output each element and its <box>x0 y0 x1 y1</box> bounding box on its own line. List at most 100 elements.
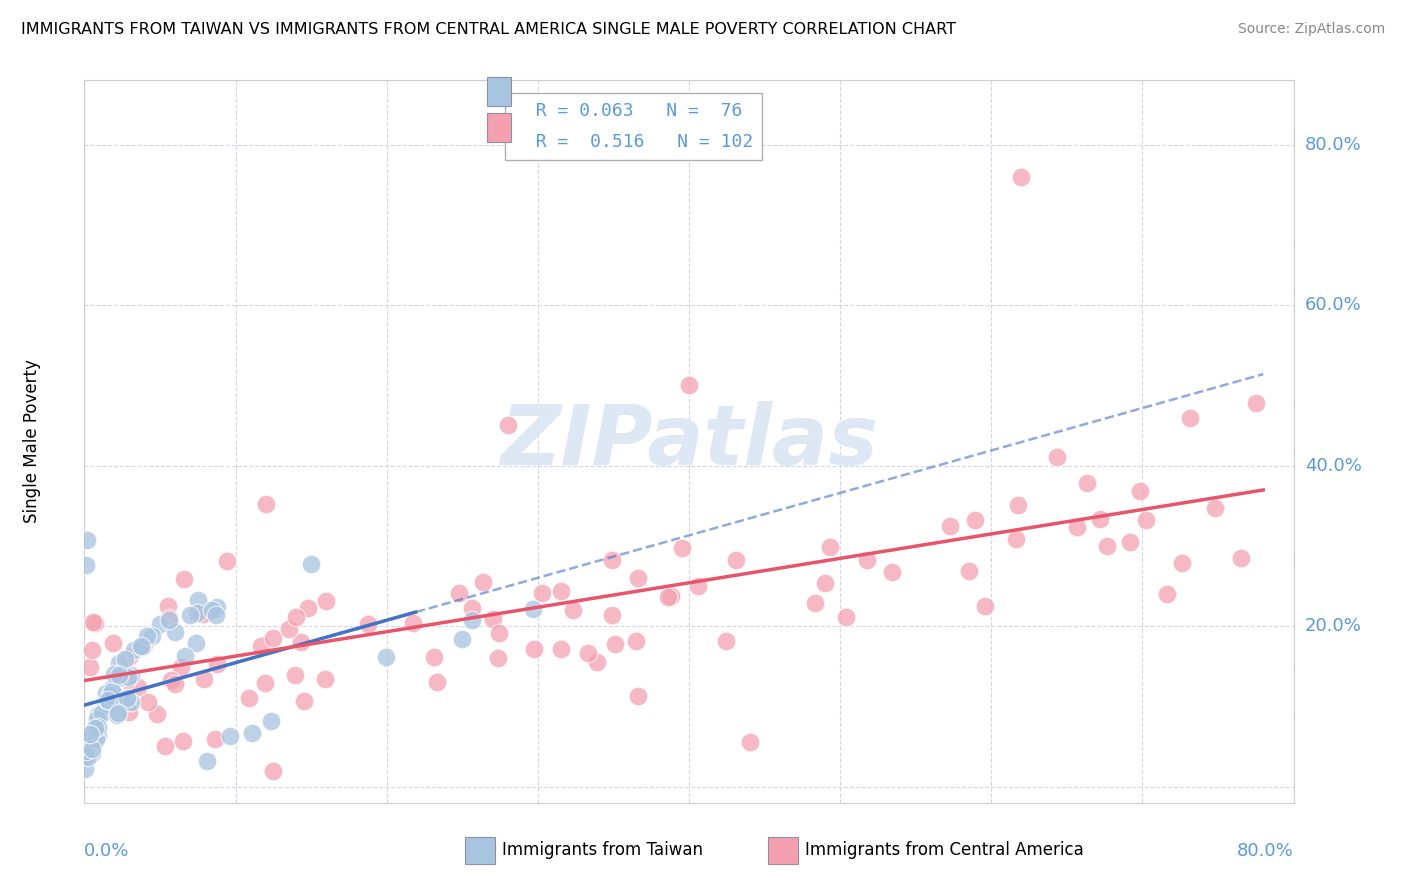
Point <box>804 596 827 610</box>
Point <box>108 670 131 684</box>
Point <box>1011 169 1033 184</box>
Point <box>292 694 315 708</box>
Point <box>1171 556 1194 570</box>
Text: 60.0%: 60.0% <box>1305 296 1361 314</box>
Point <box>738 735 761 749</box>
Point <box>725 552 748 566</box>
Point <box>1135 513 1157 527</box>
Point <box>100 681 122 695</box>
Point <box>523 642 546 657</box>
Point <box>522 602 544 616</box>
Point <box>254 676 277 690</box>
Point <box>103 666 125 681</box>
Text: R = 0.063   N =  76
  R =  0.516   N = 102: R = 0.063 N = 76 R = 0.516 N = 102 <box>513 102 752 151</box>
Point <box>80 741 103 756</box>
Point <box>82 642 104 657</box>
FancyBboxPatch shape <box>465 837 495 864</box>
Point <box>1007 498 1029 512</box>
Point <box>112 695 135 709</box>
Point <box>129 639 152 653</box>
Point <box>671 541 693 556</box>
Point <box>678 378 700 392</box>
Point <box>77 731 100 745</box>
Point <box>87 720 110 734</box>
Point <box>818 540 841 554</box>
Text: IMMIGRANTS FROM TAIWAN VS IMMIGRANTS FROM CENTRAL AMERICA SINGLE MALE POVERTY CO: IMMIGRANTS FROM TAIWAN VS IMMIGRANTS FRO… <box>21 22 956 37</box>
Point <box>217 554 239 568</box>
Point <box>471 575 494 590</box>
Point <box>120 668 142 682</box>
Point <box>165 625 187 640</box>
Point <box>586 655 609 669</box>
Point <box>605 636 627 650</box>
Point <box>201 602 224 616</box>
Point <box>1066 520 1088 534</box>
Point <box>205 657 228 671</box>
Point <box>576 646 599 660</box>
Point <box>103 636 125 650</box>
Point <box>602 608 624 623</box>
Point <box>94 698 117 712</box>
Point <box>1095 539 1118 553</box>
Point <box>561 603 583 617</box>
Point <box>486 650 509 665</box>
FancyBboxPatch shape <box>768 837 797 864</box>
Point <box>87 707 110 722</box>
Point <box>108 667 131 681</box>
Point <box>173 572 195 586</box>
Point <box>80 739 103 754</box>
Point <box>357 616 380 631</box>
Point <box>1229 550 1251 565</box>
Point <box>205 600 228 615</box>
Point <box>141 629 163 643</box>
Point <box>1246 396 1268 410</box>
Point <box>159 613 181 627</box>
Point <box>80 732 103 747</box>
Point <box>550 641 572 656</box>
Point <box>1204 500 1226 515</box>
Point <box>284 668 307 682</box>
Point <box>461 613 484 627</box>
Point <box>938 519 960 533</box>
Point <box>290 635 312 649</box>
Text: 40.0%: 40.0% <box>1305 457 1361 475</box>
Point <box>1178 410 1201 425</box>
Point <box>76 748 98 763</box>
Point <box>114 652 136 666</box>
Point <box>118 649 141 664</box>
Point <box>315 594 337 608</box>
Point <box>122 643 145 657</box>
Point <box>1156 587 1178 601</box>
Point <box>659 590 682 604</box>
Text: 0.0%: 0.0% <box>84 842 129 860</box>
Point <box>179 607 201 622</box>
Point <box>101 683 124 698</box>
Point <box>426 675 449 690</box>
Point <box>77 750 100 764</box>
Point <box>163 677 186 691</box>
Point <box>97 692 120 706</box>
Point <box>84 721 107 735</box>
Point <box>423 649 446 664</box>
Point <box>686 579 709 593</box>
FancyBboxPatch shape <box>486 112 512 142</box>
Point <box>156 599 179 613</box>
Point <box>249 639 271 653</box>
Point <box>160 673 183 687</box>
Point <box>105 708 128 723</box>
Point <box>626 634 648 648</box>
Point <box>184 636 207 650</box>
Point <box>118 705 141 719</box>
Point <box>1076 476 1098 491</box>
Text: 80.0%: 80.0% <box>1305 136 1361 153</box>
Point <box>1046 450 1069 464</box>
Point <box>814 576 837 591</box>
Point <box>86 723 108 738</box>
Point <box>76 735 98 749</box>
Point <box>90 706 112 720</box>
Point <box>1119 534 1142 549</box>
Point <box>627 571 650 585</box>
Point <box>714 634 737 648</box>
FancyBboxPatch shape <box>486 77 512 105</box>
Point <box>627 689 650 703</box>
